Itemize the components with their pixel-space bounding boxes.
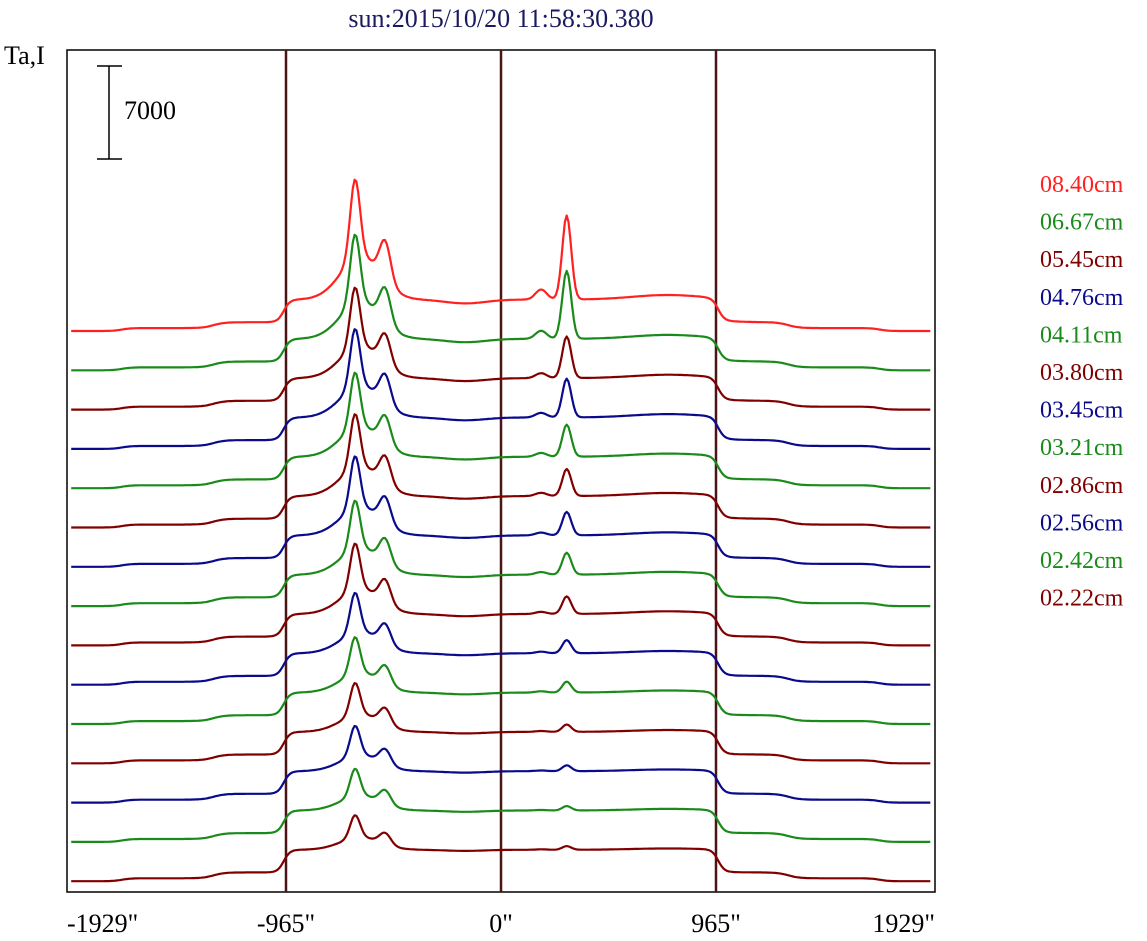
legend-item-1: 08.40cm bbox=[1040, 172, 1124, 198]
limb-lines bbox=[284, 50, 718, 892]
series-line-4 bbox=[71, 328, 931, 450]
series-line-12 bbox=[71, 682, 931, 765]
legend-item-6: 03.80cm bbox=[1040, 360, 1124, 386]
legend-item-8: 03.21cm bbox=[1040, 435, 1124, 461]
x-tick-label-3: 965" bbox=[691, 909, 741, 938]
chart-title: sun:2015/10/20 11:58:30.380 bbox=[348, 4, 653, 33]
legend-item-10: 02.56cm bbox=[1040, 510, 1124, 536]
legend-item-11: 02.42cm bbox=[1040, 548, 1124, 574]
series-line-5 bbox=[71, 371, 931, 490]
y-axis-label: Ta,I bbox=[4, 41, 45, 70]
x-tick-labels: -1929" -965" 0" 965" 1929" bbox=[67, 909, 935, 938]
legend-item-9: 02.86cm bbox=[1040, 473, 1124, 499]
scale-bar-label: 7000 bbox=[124, 96, 176, 125]
series-line-9 bbox=[71, 542, 931, 647]
series-line-7 bbox=[71, 455, 931, 568]
x-tick-label-4: 1929" bbox=[872, 909, 935, 938]
legend-item-7: 03.45cm bbox=[1040, 398, 1124, 424]
legend-item-3: 05.45cm bbox=[1040, 247, 1124, 273]
series-line-15 bbox=[71, 814, 931, 883]
legend-item-4: 04.76cm bbox=[1040, 285, 1124, 311]
scale-bar: 7000 bbox=[97, 65, 176, 160]
series-line-11 bbox=[71, 636, 931, 726]
series-line-2 bbox=[71, 233, 931, 372]
legend-item-5: 04.11cm bbox=[1040, 322, 1123, 348]
series-group bbox=[71, 178, 931, 883]
series-line-6 bbox=[71, 413, 931, 529]
x-tick-label-0: -1929" bbox=[67, 909, 138, 938]
series-line-1 bbox=[71, 178, 931, 333]
series-line-8 bbox=[71, 499, 931, 608]
series-line-14 bbox=[71, 767, 931, 843]
legend-item-2: 06.67cm bbox=[1040, 210, 1124, 236]
legend: 08.40cm 06.67cm 05.45cm 04.76cm 04.11cm 03.80… bbox=[1040, 172, 1124, 612]
x-tick-label-2: 0" bbox=[489, 909, 513, 938]
series-line-13 bbox=[71, 724, 931, 804]
series-line-3 bbox=[71, 286, 931, 411]
series-line-10 bbox=[71, 591, 931, 686]
legend-item-12: 02.22cm bbox=[1040, 586, 1124, 612]
x-tick-label-1: -965" bbox=[257, 909, 315, 938]
